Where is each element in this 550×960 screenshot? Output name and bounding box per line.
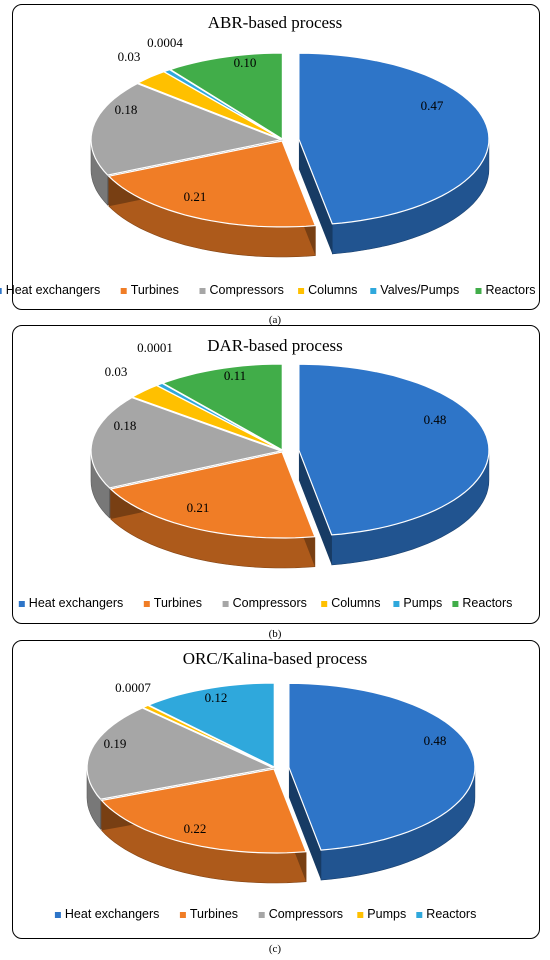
legend-swatch <box>179 912 186 918</box>
legend-label: Columns <box>331 596 380 610</box>
caption-b: (b) <box>268 628 282 640</box>
legend-item-compressors: Compressors <box>222 596 307 610</box>
legend-label: Heat exchangers <box>6 283 101 297</box>
legend-item-compressors: Compressors <box>258 907 343 921</box>
legend: Heat exchangers Turbines Compressors Pumps R… <box>54 907 476 921</box>
data-label-reactors: 0.11 <box>224 368 246 383</box>
legend-label: Reactors <box>426 907 476 921</box>
legend: Heat exchangers Turbines Compressors Column… <box>0 283 536 297</box>
data-label-columns: 0.03 <box>105 364 128 379</box>
legend-item-heat-exchangers: Heat exchangers <box>54 907 160 921</box>
legend-swatch <box>199 288 206 294</box>
data-label-turbines: 0.22 <box>184 821 207 836</box>
pie-slice-heat-exchangers <box>288 682 476 851</box>
legend-swatch <box>143 601 150 607</box>
pie-slice-heat-exchangers <box>298 52 490 225</box>
legend-label: Turbines <box>154 596 202 610</box>
legend-label: Compressors <box>233 596 307 610</box>
data-label-compressors: 0.18 <box>114 418 137 433</box>
chart-title: ORC/Kalina-based process <box>183 649 368 668</box>
pie-slice-reactors <box>168 52 283 141</box>
caption-a: (a) <box>268 314 282 326</box>
data-label-valves-pumps: 0.0004 <box>147 35 183 50</box>
legend-label: Turbines <box>190 907 238 921</box>
legend-swatch <box>0 288 2 294</box>
legend-label: Reactors <box>462 596 512 610</box>
pie-slice-turbines <box>100 768 307 854</box>
legend-item-valves-pumps: Valves/Pumps <box>370 283 459 297</box>
legend-label: Reactors <box>486 283 536 297</box>
legend-label: Pumps <box>403 596 442 610</box>
legend-label: Valves/Pumps <box>380 283 459 297</box>
pie-slice-reactors <box>147 682 275 768</box>
data-label-reactors: 0.10 <box>234 55 257 70</box>
pie-slice-compressors <box>86 707 275 800</box>
data-label-turbines: 0.21 <box>184 189 207 204</box>
legend-swatch <box>416 912 423 918</box>
data-label-reactors: 0.12 <box>205 690 228 705</box>
legend-label: Turbines <box>131 283 179 297</box>
legend-label: Heat exchangers <box>65 907 160 921</box>
legend-item-pumps: Pumps <box>357 907 406 921</box>
legend-item-pumps: Pumps <box>393 596 442 610</box>
pie-slice-turbines <box>109 451 316 539</box>
pie-slice-compressors <box>90 396 284 489</box>
data-label-compressors: 0.19 <box>104 736 127 751</box>
legend-item-columns: Columns <box>298 283 357 297</box>
data-label-columns: 0.03 <box>118 49 141 64</box>
legend-swatch <box>120 288 127 294</box>
pie-slice-turbines <box>107 140 317 228</box>
legend-swatch <box>370 288 377 294</box>
legend-item-compressors: Compressors <box>199 283 284 297</box>
legend-item-reactors: Reactors <box>452 596 512 610</box>
legend-item-turbines: Turbines <box>179 907 238 921</box>
pie-chart-b: DAR-based process 0.48 0.21 0.18 0.03 0.0001 0… <box>18 336 512 610</box>
chart-title: ABR-based process <box>208 13 343 32</box>
legend-label: Compressors <box>269 907 343 921</box>
legend-label: Heat exchangers <box>29 596 124 610</box>
legend-item-turbines: Turbines <box>120 283 179 297</box>
legend: Heat exchangers Turbines Compressors Column… <box>18 596 512 610</box>
legend-item-turbines: Turbines <box>143 596 202 610</box>
legend-swatch <box>54 912 61 918</box>
legend-swatch <box>258 912 265 918</box>
data-label-pumps: 0.0007 <box>115 680 151 695</box>
legend-item-heat-exchangers: Heat exchangers <box>0 283 100 297</box>
legend-label: Compressors <box>210 283 284 297</box>
legend-swatch <box>321 601 328 607</box>
pie-slice-compressors <box>90 82 284 176</box>
pie-chart-c: ORC/Kalina-based process 0.48 0.22 0.19 0.00… <box>54 649 476 921</box>
legend-swatch <box>475 288 482 294</box>
data-label-turbines: 0.21 <box>187 500 210 515</box>
data-label-heat-exchangers: 0.47 <box>421 98 444 113</box>
legend-label: Columns <box>308 283 357 297</box>
data-label-compressors: 0.18 <box>115 102 138 117</box>
legend-item-reactors: Reactors <box>416 907 476 921</box>
pie-chart-a: ABR-based process 0.47 0.21 0.18 0.03 0.0004 0… <box>0 13 536 297</box>
legend-swatch <box>393 601 400 607</box>
pie-slice-heat-exchangers <box>298 363 490 536</box>
caption-c: (c) <box>268 943 282 955</box>
legend-item-reactors: Reactors <box>475 283 536 297</box>
legend-swatch <box>18 601 25 607</box>
legend-item-heat-exchangers: Heat exchangers <box>18 596 124 610</box>
chart-title: DAR-based process <box>207 336 343 355</box>
data-label-heat-exchangers: 0.48 <box>424 412 447 427</box>
pie-slice-reactors <box>161 363 283 452</box>
legend-swatch <box>298 288 305 294</box>
legend-item-columns: Columns <box>321 596 381 610</box>
legend-swatch <box>452 601 459 607</box>
legend-label: Pumps <box>367 907 406 921</box>
data-label-heat-exchangers: 0.48 <box>424 733 447 748</box>
legend-swatch <box>357 912 364 918</box>
data-label-pumps: 0.0001 <box>137 340 173 355</box>
legend-swatch <box>222 601 229 607</box>
